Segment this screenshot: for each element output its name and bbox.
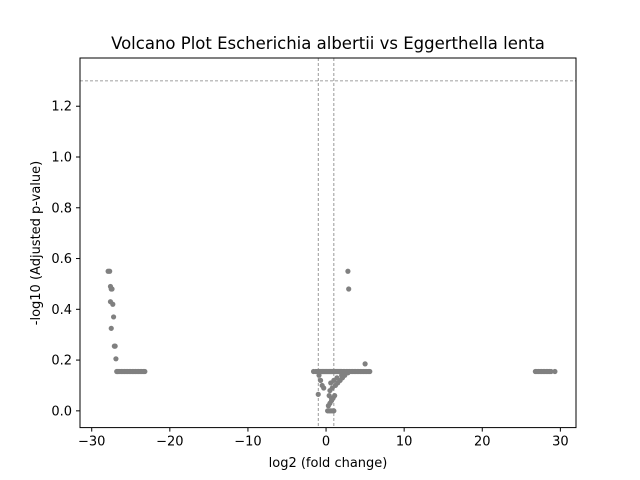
threshold-lines — [80, 58, 576, 428]
data-point — [362, 361, 368, 367]
data-point — [367, 368, 373, 375]
data-point — [334, 375, 340, 381]
y-axis-label: -log10 (Adjusted p-value) — [29, 161, 44, 325]
data-point — [345, 268, 351, 274]
data-point — [331, 408, 337, 414]
x-tick-label: −30 — [78, 435, 105, 450]
data-point — [317, 377, 324, 383]
data-points — [105, 268, 558, 414]
y-tick-label: 0.4 — [51, 303, 72, 318]
y-tick-label: 0.2 — [51, 354, 72, 369]
x-axis-ticks: −30 −20 −10 0 10 20 30 — [78, 427, 569, 450]
data-point — [328, 395, 335, 401]
data-point — [346, 286, 352, 292]
plot-frame — [79, 57, 577, 429]
data-point — [113, 356, 119, 362]
data-point — [142, 368, 148, 375]
y-tick-label: 0.0 — [51, 404, 72, 419]
x-tick-label: 30 — [552, 435, 569, 450]
y-tick-label: 0.6 — [51, 252, 72, 267]
y-tick-label: 0.8 — [51, 201, 72, 216]
x-tick-label: −20 — [156, 435, 183, 450]
data-point — [109, 286, 115, 292]
x-tick-label: 10 — [396, 435, 413, 450]
data-point — [345, 370, 351, 376]
x-axis-label: log2 (fold change) — [269, 456, 388, 471]
y-tick-label: 1.2 — [51, 100, 72, 115]
y-axis-ticks: 0.0 0.2 0.4 0.6 0.8 1.0 1.2 — [51, 100, 80, 419]
data-point — [316, 372, 322, 378]
data-point — [112, 343, 118, 349]
data-point — [548, 368, 554, 375]
data-point — [110, 314, 117, 320]
chart-title: Volcano Plot Escherichia albertii vs Egg… — [111, 34, 545, 53]
data-point — [321, 385, 327, 391]
data-point — [552, 368, 558, 375]
x-tick-label: −10 — [234, 435, 261, 450]
data-point — [108, 325, 114, 331]
x-tick-label: 20 — [474, 435, 491, 450]
x-tick-label: 0 — [322, 435, 330, 450]
data-point — [107, 299, 114, 305]
data-point — [107, 268, 113, 274]
data-point — [315, 391, 321, 397]
y-tick-label: 1.0 — [51, 151, 72, 166]
